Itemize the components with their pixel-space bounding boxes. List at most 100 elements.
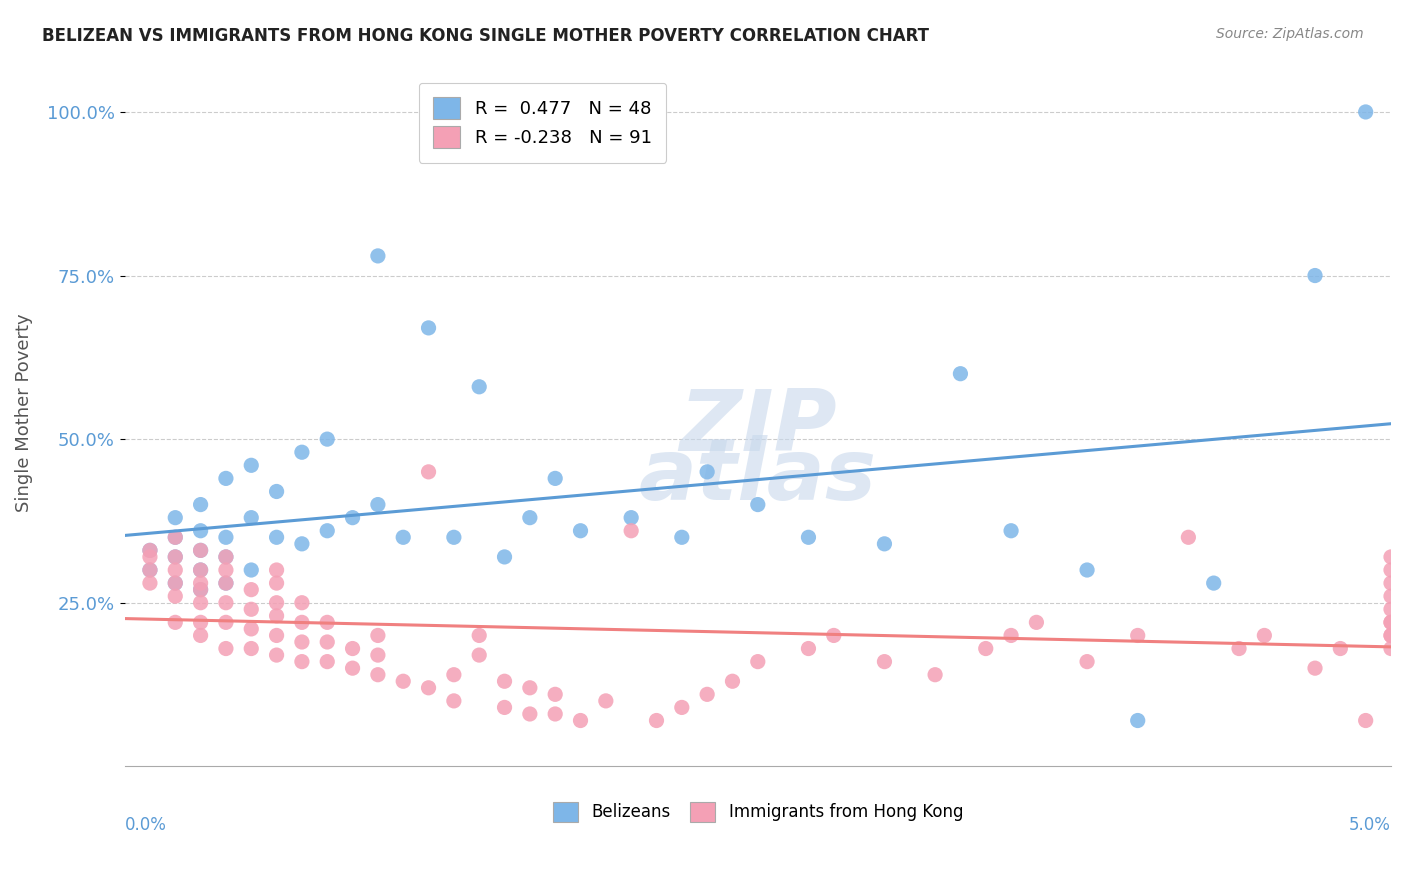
Point [316,655,339,669]
Point [165,510,187,524]
Point [215,530,238,544]
Point [569,524,592,538]
Point [165,549,187,564]
Point [1126,714,1149,728]
Point [418,465,440,479]
Point [139,563,162,577]
Point [139,563,162,577]
Point [671,530,693,544]
Point [165,615,187,630]
Point [1000,524,1022,538]
Point [367,249,389,263]
Point [443,530,465,544]
Point [291,596,314,610]
Point [266,596,288,610]
Point [620,524,643,538]
Point [1329,641,1351,656]
Point [519,510,541,524]
Point [215,563,238,577]
Point [316,615,339,630]
Point [190,596,212,610]
Point [1379,615,1402,630]
Point [1126,628,1149,642]
Point [190,498,212,512]
Point [190,563,212,577]
Point [443,667,465,681]
Point [595,694,617,708]
Point [392,530,415,544]
Point [1177,530,1199,544]
Point [291,635,314,649]
Point [190,524,212,538]
Point [165,563,187,577]
Point [797,641,820,656]
Point [165,530,187,544]
Point [418,321,440,335]
Point [190,582,212,597]
Point [1379,602,1402,616]
Point [544,706,567,721]
Point [240,510,263,524]
Point [240,458,263,473]
Point [494,674,516,689]
Point [139,549,162,564]
Point [190,543,212,558]
Point [240,563,263,577]
Point [342,641,364,656]
Point [443,694,465,708]
Point [924,667,946,681]
Point [165,549,187,564]
Point [215,615,238,630]
Point [519,706,541,721]
Point [291,655,314,669]
Point [949,367,972,381]
Point [316,524,339,538]
Point [1379,628,1402,642]
Point [1253,628,1275,642]
Point [873,537,896,551]
Point [190,543,212,558]
Point [215,549,238,564]
Text: 5.0%: 5.0% [1350,816,1391,834]
Point [873,655,896,669]
Text: 0.0%: 0.0% [125,816,166,834]
Point [1076,655,1098,669]
Point [240,622,263,636]
Point [190,582,212,597]
Point [165,530,187,544]
Point [1379,576,1402,591]
Point [418,681,440,695]
Point [1379,641,1402,656]
Y-axis label: Single Mother Poverty: Single Mother Poverty [15,314,32,512]
Point [190,615,212,630]
Point [468,648,491,662]
Point [747,655,769,669]
Point [1379,549,1402,564]
Text: atlas: atlas [638,435,877,518]
Point [291,537,314,551]
Point [392,674,415,689]
Point [367,628,389,642]
Point [215,576,238,591]
Point [291,615,314,630]
Point [494,700,516,714]
Point [139,576,162,591]
Point [240,641,263,656]
Point [1076,563,1098,577]
Point [291,445,314,459]
Point [367,498,389,512]
Point [240,582,263,597]
Point [215,549,238,564]
Point [1025,615,1047,630]
Point [367,667,389,681]
Point [494,549,516,564]
Point [165,576,187,591]
Point [671,700,693,714]
Point [342,661,364,675]
Point [190,576,212,591]
Point [316,432,339,446]
Point [266,563,288,577]
Point [696,465,718,479]
Point [266,576,288,591]
Point [215,596,238,610]
